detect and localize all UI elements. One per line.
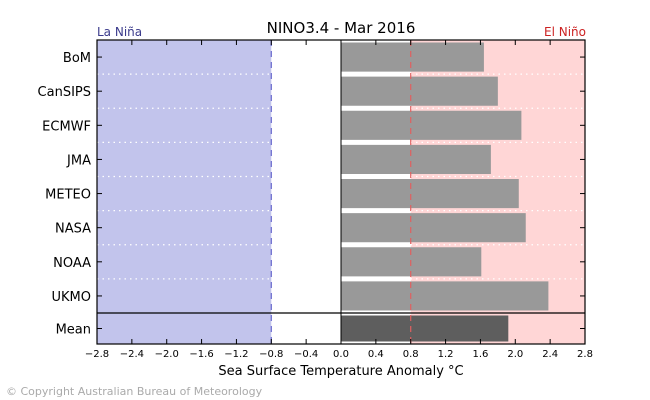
y-label-ukmo: UKMO xyxy=(52,290,92,305)
bar-mean xyxy=(341,315,509,342)
x-tick-label: 2.8 xyxy=(577,349,593,360)
bar-ecmwf xyxy=(341,110,522,140)
bar-cansips xyxy=(341,76,498,106)
x-tick-label: 1.2 xyxy=(438,349,454,360)
x-tick-label: 1.6 xyxy=(472,349,488,360)
el-nino-label: El Niño xyxy=(544,25,586,39)
y-label-mean: Mean xyxy=(56,323,91,338)
y-label-meteo: METEO xyxy=(45,188,91,203)
x-tick-label: −0.4 xyxy=(294,349,318,360)
x-tick-label: −2.8 xyxy=(85,349,109,360)
x-tick-label: 0.0 xyxy=(333,349,349,360)
y-label-bom: BoM xyxy=(63,51,91,66)
x-tick-label: −0.8 xyxy=(259,349,283,360)
y-label-noaa: NOAA xyxy=(53,256,91,271)
y-label-ecmwf: ECMWF xyxy=(42,119,91,134)
x-tick-label: 0.4 xyxy=(368,349,384,360)
copyright-text: © Copyright Australian Bureau of Meteoro… xyxy=(6,385,263,398)
la-nina-label: La Niña xyxy=(97,25,142,39)
x-axis-ticks: −2.8 −2.4 −2.0 −1.6 −1.2 −0.8 −0.4 0.0 0.4 0.8 1.2… xyxy=(85,40,593,360)
y-label-cansips: CanSIPS xyxy=(38,85,91,100)
y-label-jma: JMA xyxy=(66,153,91,168)
x-tick-label: 2.4 xyxy=(542,349,558,360)
chart-title: NINO3.4 - Mar 2016 xyxy=(267,19,416,37)
x-tick-label: −1.6 xyxy=(189,349,213,360)
x-tick-label: −2.4 xyxy=(120,349,144,360)
bar-bom xyxy=(341,42,484,72)
x-tick-label: −1.2 xyxy=(224,349,248,360)
la-nina-region xyxy=(97,40,272,344)
x-tick-label: −2.0 xyxy=(155,349,179,360)
bar-jma xyxy=(341,144,491,174)
y-axis-labels: BoM CanSIPS ECMWF JMA METEO NASA NOAA UKMO Mean xyxy=(38,51,585,338)
plot-area xyxy=(96,39,586,345)
bar-nasa xyxy=(341,213,526,243)
x-tick-label: 2.0 xyxy=(507,349,523,360)
x-axis-label: Sea Surface Temperature Anomaly °C xyxy=(218,364,463,379)
bar-meteo xyxy=(341,179,519,209)
x-tick-label: 0.8 xyxy=(403,349,419,360)
y-label-nasa: NASA xyxy=(55,222,91,237)
bar-ukmo xyxy=(341,281,549,311)
